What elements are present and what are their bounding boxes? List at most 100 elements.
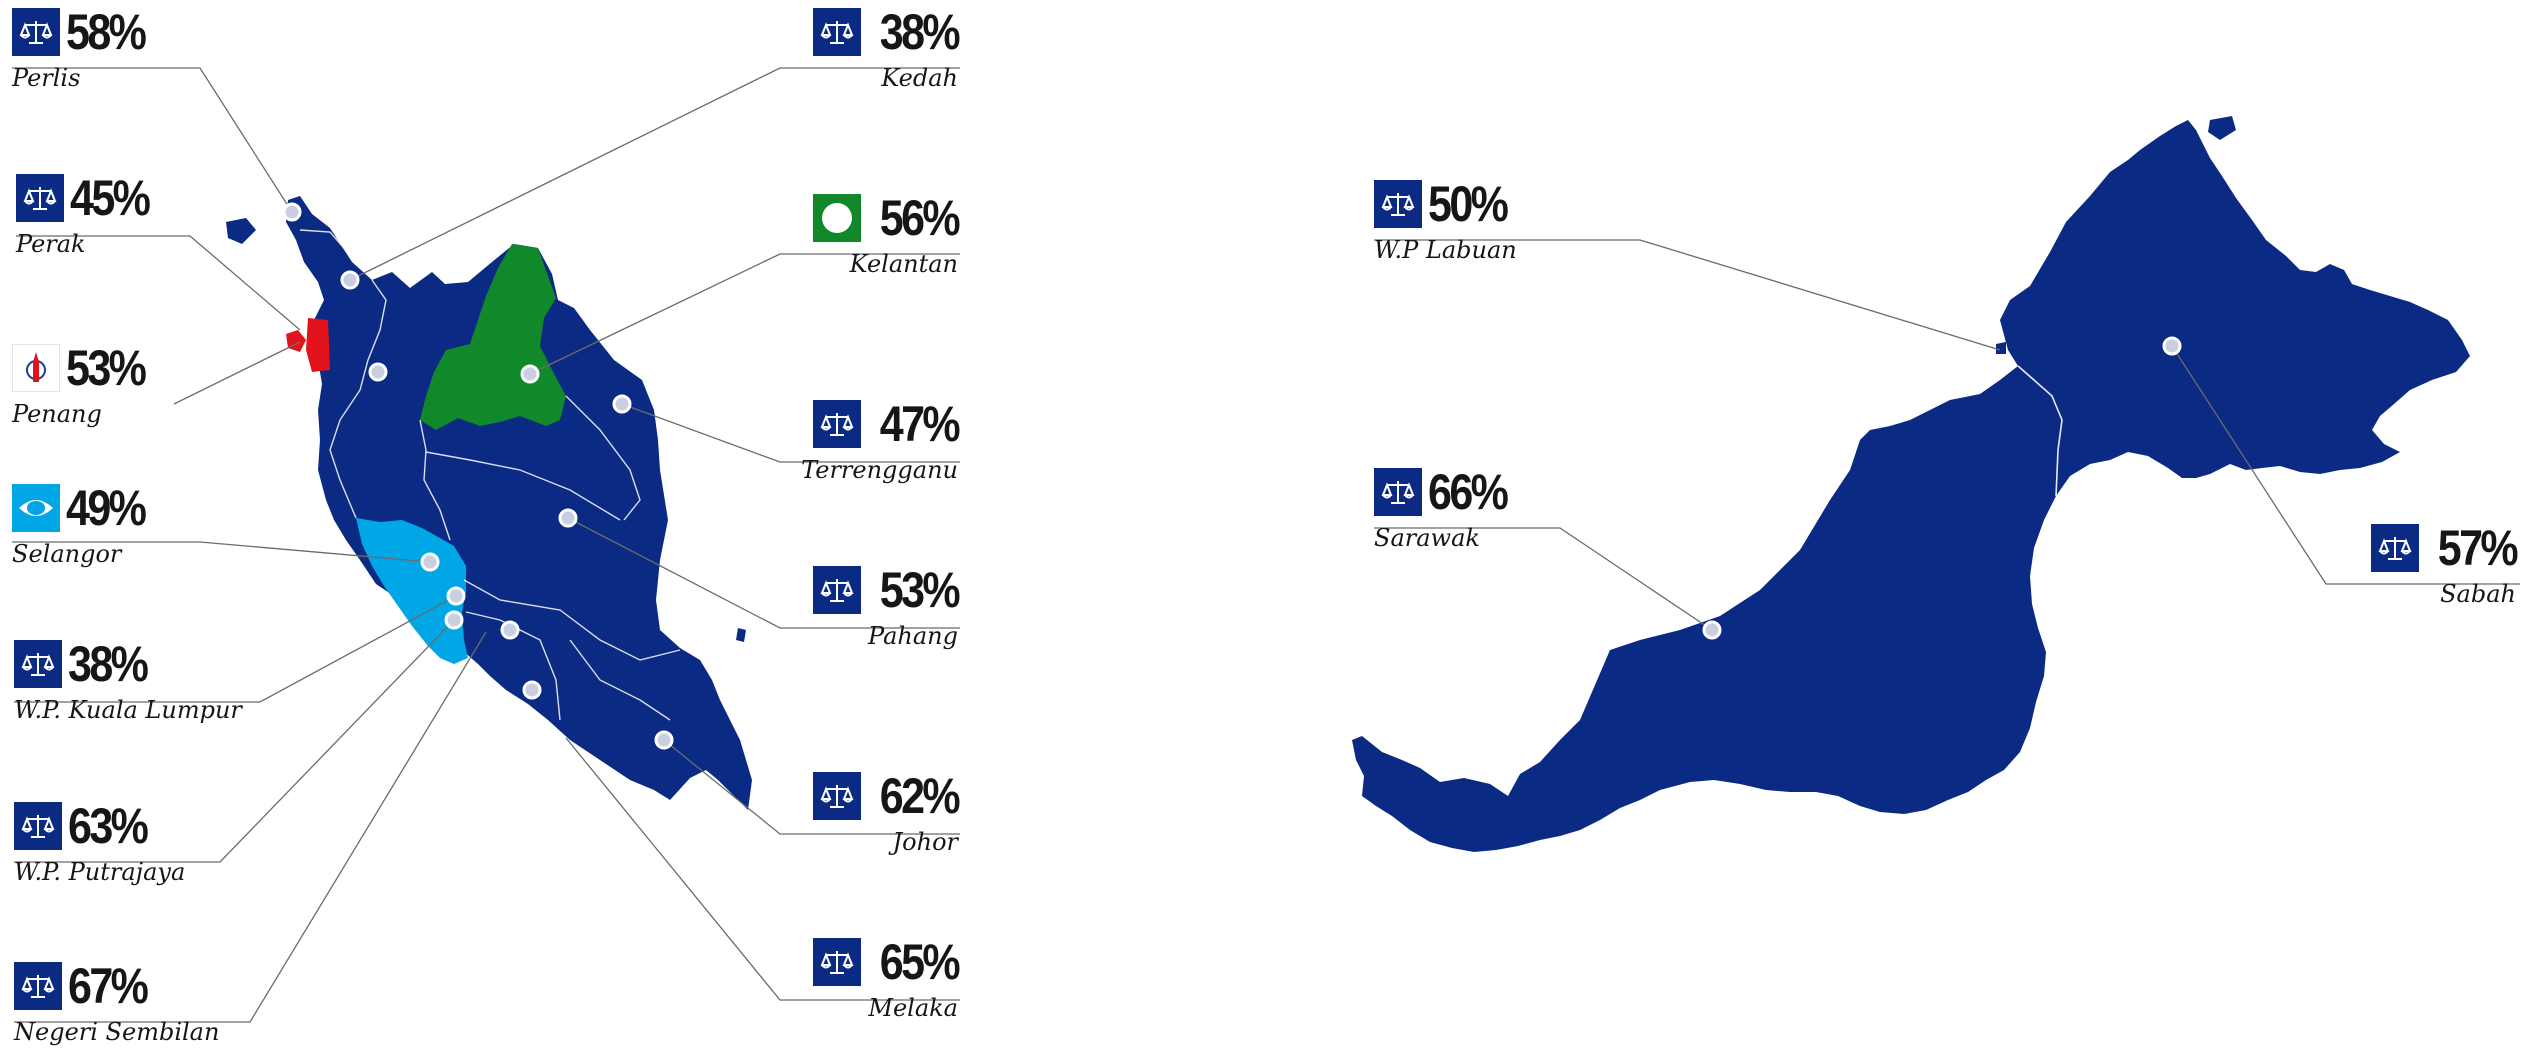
leader-line (14, 595, 457, 703)
leader-line (12, 541, 431, 563)
state-name: W.P. Putrajaya (14, 858, 186, 886)
callout-perlis[interactable]: 58% Perlis (12, 4, 182, 92)
callout-melaka[interactable]: 65% Melaka (788, 934, 961, 1022)
leader-line (14, 619, 455, 863)
kelantan-region[interactable] (420, 244, 566, 430)
percentage: 67% (68, 958, 149, 1014)
leader-line (1374, 527, 1713, 631)
scales-icon (820, 785, 854, 808)
percentage: 66% (1428, 464, 1509, 520)
percentage: 57% (2437, 520, 2519, 576)
scales-icon (1381, 193, 1415, 216)
party-logo-icon (1374, 468, 1422, 516)
party-logo-icon (12, 484, 60, 532)
state-name: Penang (12, 400, 102, 428)
party-logo-icon (14, 640, 62, 688)
percentage: 62% (879, 768, 961, 824)
state-marker-dot (368, 362, 388, 382)
peninsular-malaysia-region[interactable] (286, 196, 752, 810)
callout-sarawak[interactable]: 66% Sarawak (1374, 464, 1544, 552)
scales-icon (21, 653, 55, 676)
scales-icon (1381, 481, 1415, 504)
labuan-island[interactable] (1996, 342, 2006, 354)
scales-icon (820, 951, 854, 974)
moon-icon (821, 203, 852, 233)
callout-putrajaya[interactable]: 63% W.P. Putrajaya (14, 798, 234, 886)
party-logo-icon (812, 566, 861, 614)
scales-icon (21, 815, 55, 838)
party-logo-icon (812, 8, 861, 56)
state-name: Pahang (868, 622, 958, 650)
state-name: Melaka (868, 994, 958, 1022)
callout-labuan[interactable]: 50% W.P Labuan (1374, 176, 1544, 264)
eye-icon (19, 500, 53, 516)
percentage: 58% (66, 4, 147, 60)
callout-selangor[interactable]: 49% Selangor (12, 480, 182, 568)
percentage: 49% (66, 480, 147, 536)
state-marker-dot (654, 730, 674, 750)
percentage: 53% (66, 340, 147, 396)
state-marker-dot (612, 394, 632, 414)
party-logo-icon (812, 194, 861, 242)
state-name: Perak (16, 230, 86, 258)
party-logo-icon (812, 400, 861, 448)
sarawak-sabah-border (2017, 365, 2063, 497)
scales-icon (23, 187, 57, 210)
callout-pahang[interactable]: 53% Pahang (788, 562, 961, 650)
penang-island[interactable] (286, 330, 306, 352)
leader-line (565, 737, 960, 1001)
callout-penang[interactable]: 53% Penang (12, 340, 182, 428)
leader-line (567, 517, 960, 629)
callout-negeri-sembilan[interactable]: 67% Negeri Sembilan (14, 958, 234, 1046)
state-marker-dot (446, 586, 466, 606)
state-name: W.P Labuan (1374, 236, 1517, 264)
state-name: Kelantan (849, 250, 958, 278)
state-name: Negeri Sembilan (14, 1018, 220, 1046)
percentage: 65% (879, 934, 961, 990)
state-name: Perlis (12, 64, 81, 92)
rocket-icon (26, 352, 46, 382)
state-name: W.P. Kuala Lumpur (14, 696, 242, 724)
east-malaysia-region[interactable] (1352, 120, 2470, 852)
state-marker-dot (522, 680, 542, 700)
selangor-region[interactable] (356, 518, 468, 664)
state-name: Selangor (12, 540, 122, 568)
percentage: 53% (879, 562, 961, 618)
state-name: Kedah (881, 64, 958, 92)
callout-johor[interactable]: 62% Johor (788, 768, 961, 856)
percentage: 63% (68, 798, 149, 854)
state-marker-dot (282, 202, 302, 222)
scales-icon (820, 21, 854, 44)
party-logo-icon (16, 174, 64, 222)
leader-line (12, 67, 293, 213)
leader-line (529, 253, 960, 375)
state-name: Sabah (2440, 580, 2516, 608)
leader-line (173, 341, 301, 405)
state-marker-dot (520, 364, 540, 384)
scales-icon (2378, 537, 2412, 560)
state-marker-dot (444, 610, 464, 630)
state-name: Terrengganu (801, 456, 958, 484)
party-logo-icon (12, 344, 60, 392)
penang-region[interactable] (306, 318, 330, 372)
callout-sabah[interactable]: 57% Sabah (2346, 520, 2519, 608)
banggi-island (2208, 116, 2236, 140)
scales-icon (19, 21, 53, 44)
percentage: 38% (68, 636, 149, 692)
leader-line (349, 67, 960, 281)
percentage: 56% (879, 190, 961, 246)
leader-line (663, 739, 960, 835)
tioman-island (736, 628, 746, 642)
callout-kedah[interactable]: 38% Kedah (788, 4, 961, 92)
callout-perak[interactable]: 45% Perak (16, 170, 186, 258)
callout-terengganu[interactable]: 47% Terrengganu (788, 396, 960, 484)
callout-kuala-lumpur[interactable]: 38% W.P. Kuala Lumpur (14, 636, 274, 724)
party-logo-icon (2370, 524, 2419, 572)
percentage: 38% (879, 4, 961, 60)
state-marker-dot (1702, 620, 1722, 640)
state-name: Johor (892, 828, 958, 856)
leader-line (621, 403, 960, 463)
leader-line (16, 235, 301, 331)
callout-kelantan[interactable]: 56% Kelantan (788, 190, 961, 278)
